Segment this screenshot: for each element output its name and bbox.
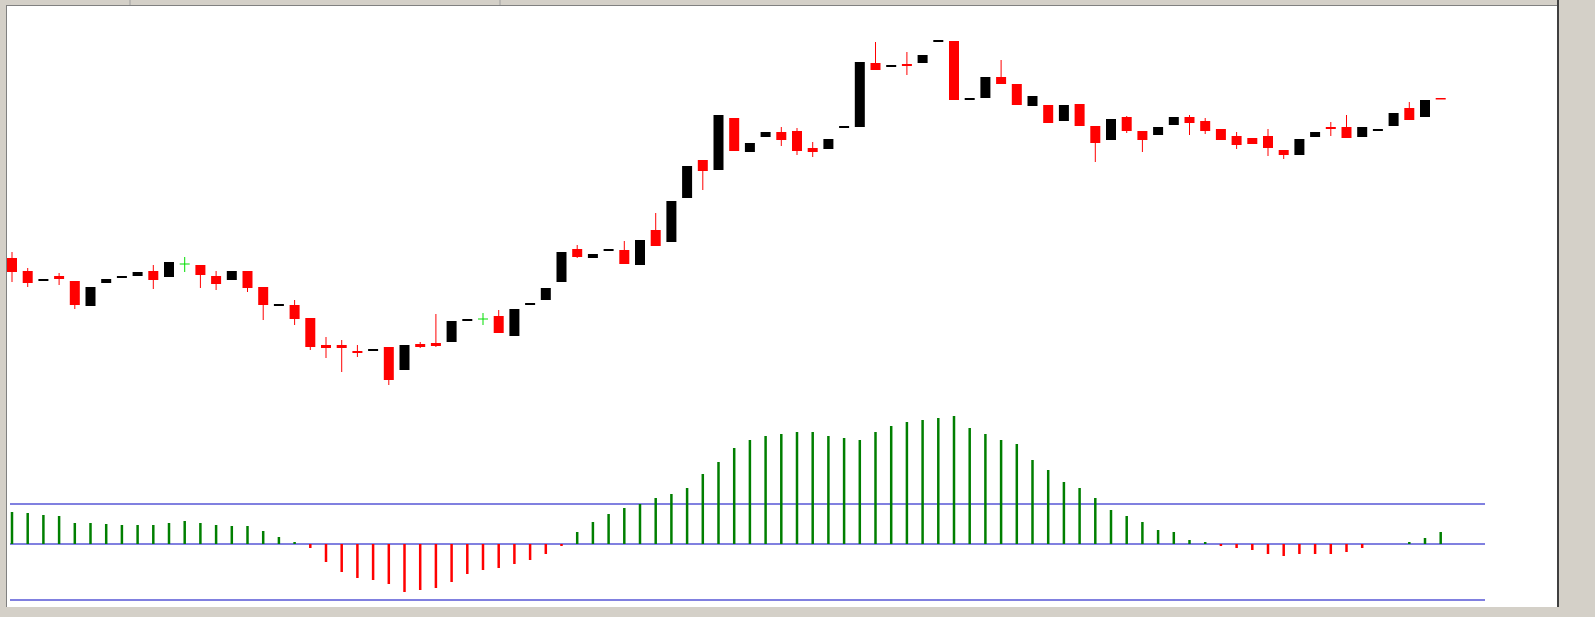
candle-body	[195, 265, 206, 275]
candle-body	[1137, 131, 1148, 140]
candle-body	[917, 55, 928, 63]
candle-body	[572, 249, 583, 257]
candle-body	[273, 304, 284, 306]
candle-body	[69, 281, 80, 305]
candle-body	[430, 343, 441, 346]
candle-body	[336, 345, 347, 348]
candle-body	[1058, 105, 1069, 121]
candle-body	[729, 118, 740, 151]
candle-body	[1325, 127, 1336, 129]
candle-body	[1372, 129, 1383, 131]
candle-body	[116, 276, 127, 278]
candle-body	[321, 345, 331, 348]
candle-body	[493, 316, 504, 333]
candle-body	[980, 77, 991, 98]
candle-body	[289, 305, 300, 319]
candle-body	[1184, 117, 1195, 123]
candle-body	[1168, 117, 1179, 125]
candle-body	[509, 309, 520, 336]
candle-body	[1043, 105, 1054, 123]
candle-body	[54, 276, 65, 279]
candle-body	[540, 288, 551, 300]
candle-body	[226, 271, 237, 280]
candle-body	[1027, 96, 1038, 106]
candle-body	[1435, 98, 1446, 100]
candle-body	[446, 321, 457, 342]
candle-body	[1263, 136, 1273, 148]
candle-body	[1310, 132, 1321, 137]
candle-body	[258, 287, 269, 305]
candle-body	[1404, 108, 1415, 120]
candle-body	[164, 262, 174, 277]
candle-body	[697, 160, 708, 171]
candle-body	[682, 166, 693, 198]
candle-body	[211, 276, 222, 284]
candle-body	[996, 77, 1007, 84]
candle-body	[650, 230, 661, 246]
candle-body	[1341, 127, 1352, 138]
candle-body	[854, 62, 865, 127]
candle-body	[383, 347, 394, 380]
candle-body	[415, 344, 426, 347]
candle-body	[556, 252, 567, 282]
candle-body	[619, 250, 630, 264]
candle-body	[823, 139, 834, 149]
candle-body	[839, 126, 850, 128]
candle-body	[462, 319, 473, 321]
candle-body	[807, 148, 818, 152]
candle-body	[368, 349, 379, 351]
candle-body	[1200, 121, 1211, 131]
candle-body	[760, 132, 771, 137]
candle-body	[1011, 84, 1022, 105]
candle-body	[1106, 119, 1116, 140]
candle-body	[1153, 127, 1164, 135]
candle-body	[776, 132, 787, 140]
candle-body	[1231, 136, 1242, 145]
candle-body	[148, 271, 159, 280]
candle-body	[85, 287, 96, 306]
candle-body	[22, 271, 33, 283]
candle-body	[870, 63, 881, 70]
candle-body	[399, 345, 410, 370]
candle-body	[1388, 113, 1399, 126]
candle-body	[1090, 126, 1101, 143]
candle-body	[901, 64, 912, 66]
candle-body	[101, 279, 112, 283]
candle-body	[305, 318, 316, 347]
candle-body	[1294, 139, 1305, 155]
candle-body	[352, 351, 363, 353]
candle-body	[38, 279, 49, 281]
candle-body	[933, 40, 944, 42]
candle-body	[949, 41, 959, 100]
candle-body	[713, 115, 724, 170]
candle-body	[1074, 104, 1085, 126]
candle-body	[1278, 150, 1289, 155]
candle-body	[1121, 117, 1132, 131]
candle-body	[792, 131, 802, 151]
candle-body	[1357, 127, 1368, 137]
candle-body	[1215, 129, 1226, 140]
candle-body	[242, 271, 253, 288]
candle-body	[886, 65, 897, 67]
candle-body	[666, 201, 677, 242]
candle-body	[603, 249, 614, 251]
candle-body	[744, 143, 755, 152]
candle-body	[635, 240, 645, 265]
candle-body	[525, 303, 536, 305]
candle-body	[1247, 138, 1258, 144]
candle-body	[132, 272, 143, 276]
candle-body	[1420, 100, 1430, 117]
plot	[7, 40, 1485, 601]
candle-body	[7, 258, 17, 272]
candle-body	[587, 254, 598, 258]
candle-body	[964, 98, 975, 100]
